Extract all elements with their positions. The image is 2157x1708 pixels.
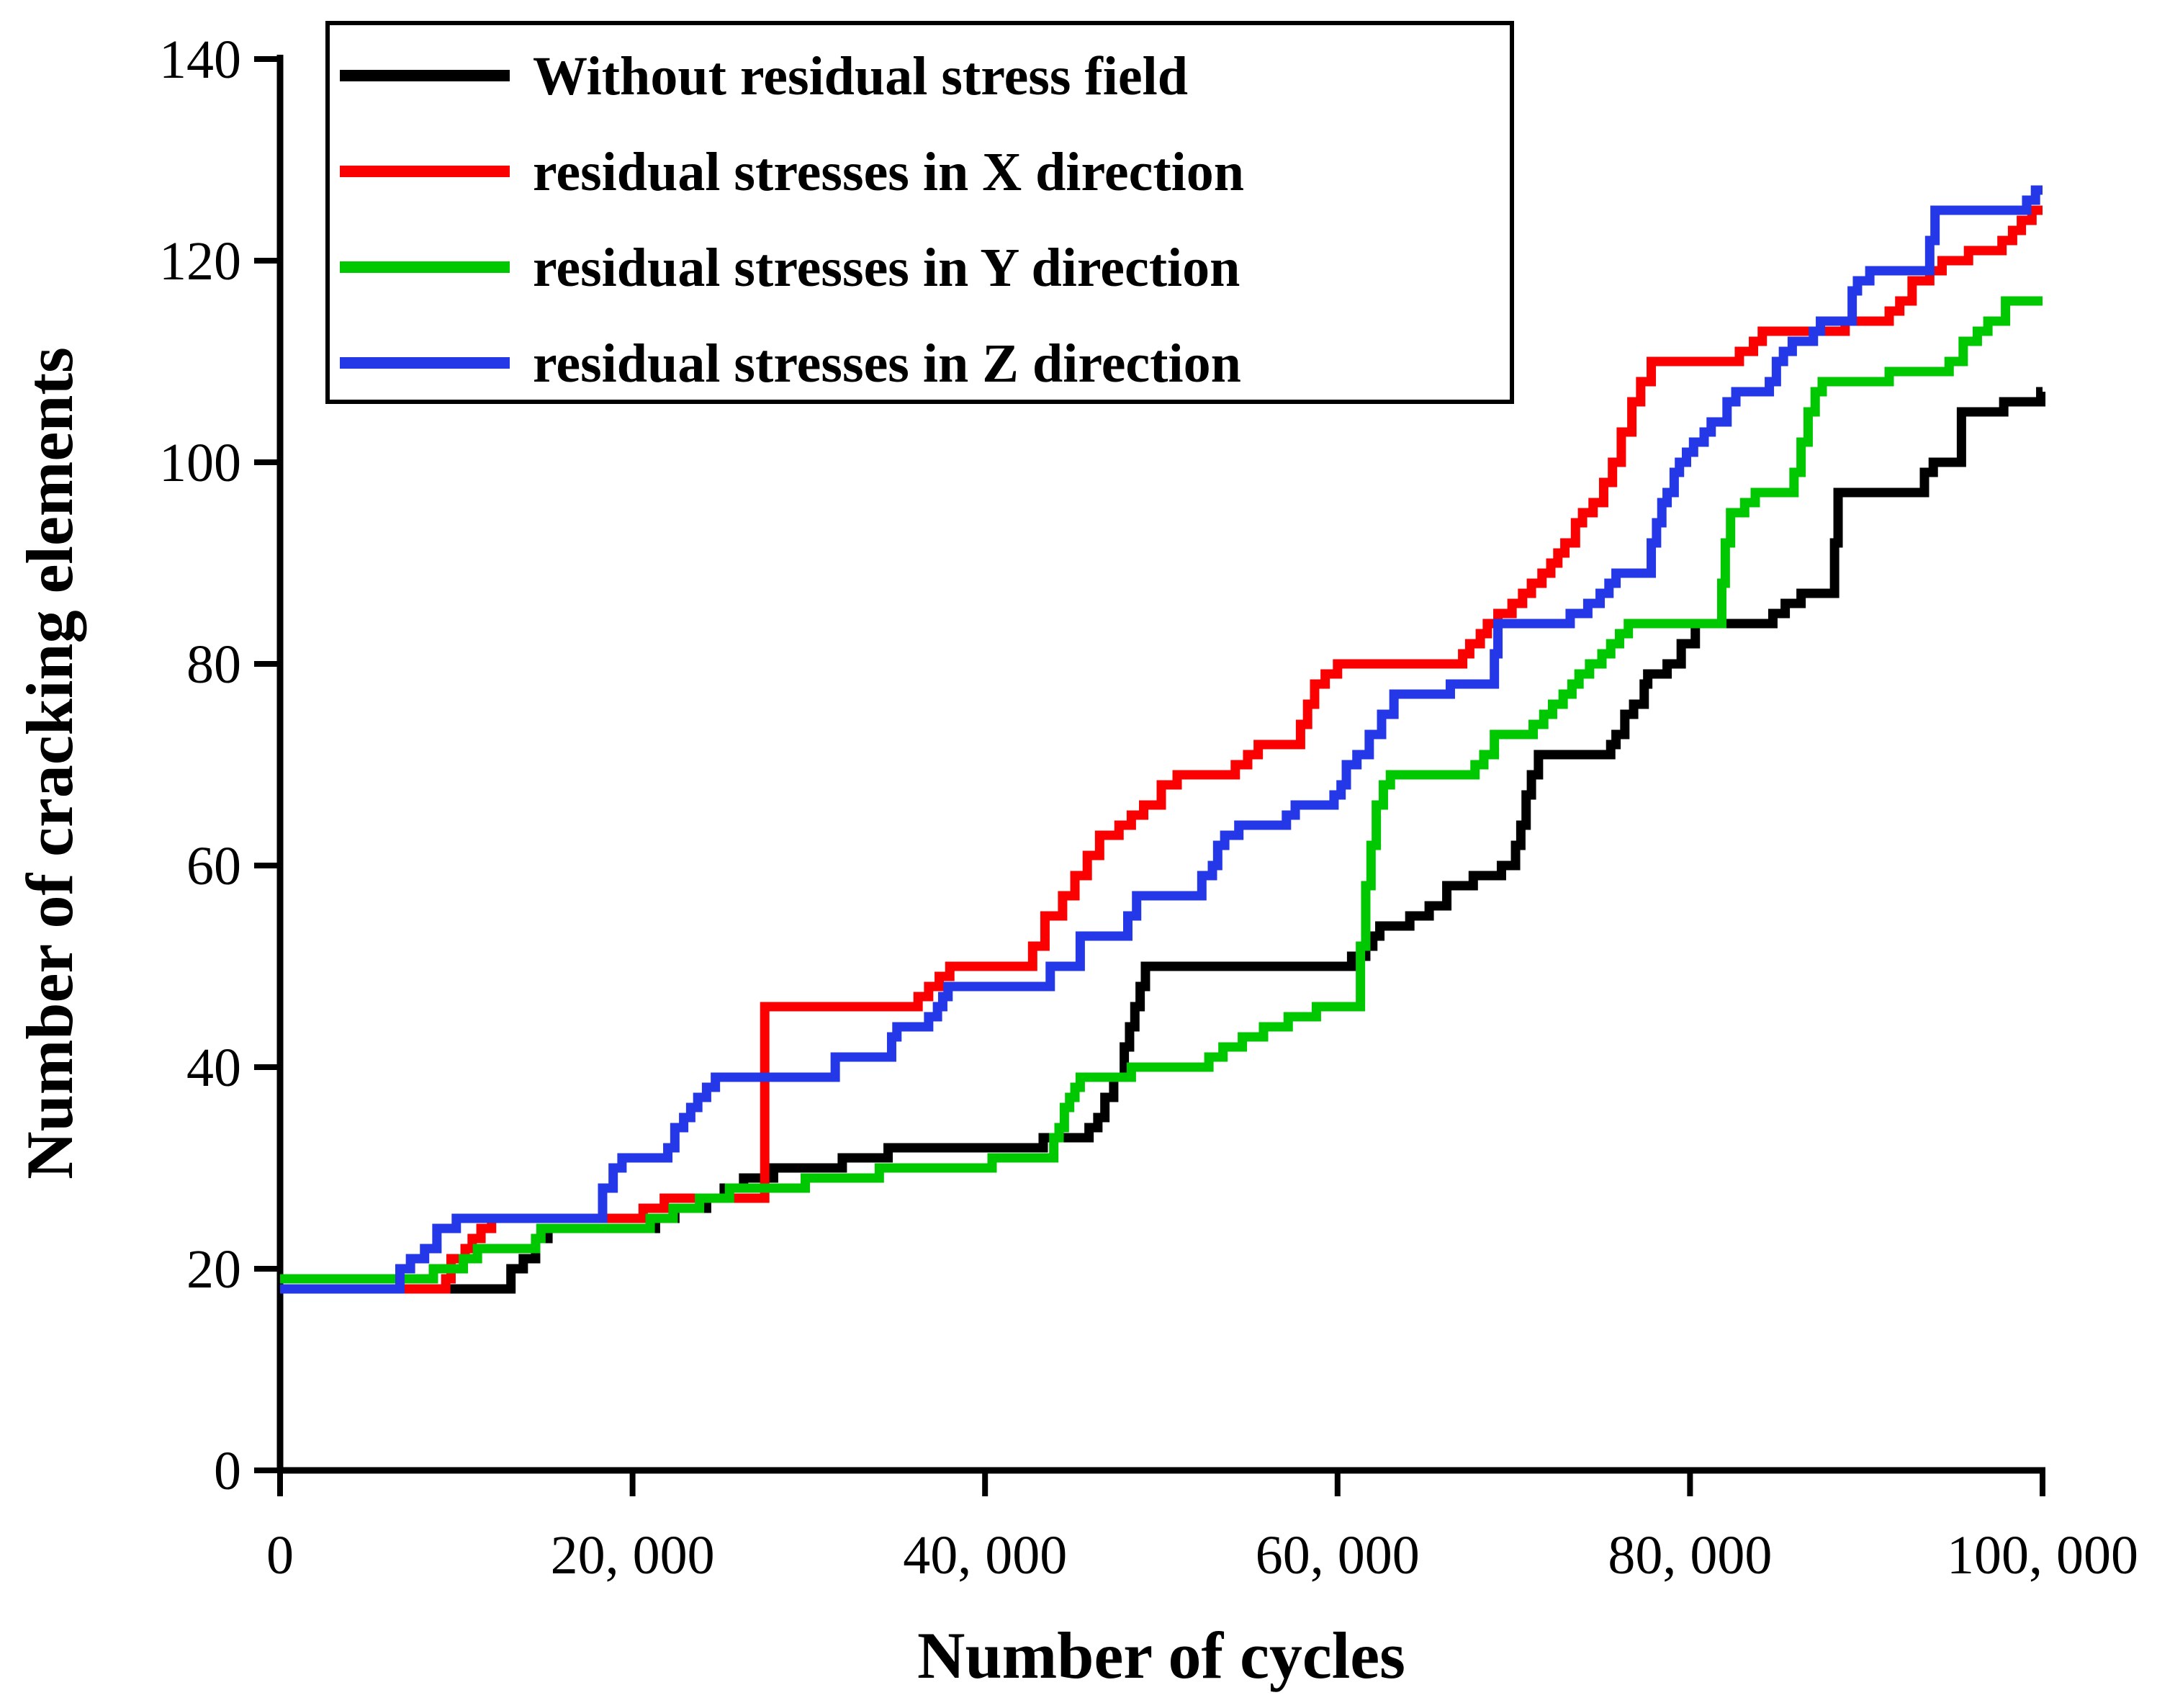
series-line-residual-stresses-in-z-direction bbox=[280, 185, 2043, 1294]
axes-layer: 0 20 40 60 80 100 120 140 0 20, 000 40, 000 60, 000… bbox=[159, 30, 2138, 1586]
y-tick-label: 100 bbox=[159, 433, 241, 493]
y-tick-label: 20 bbox=[186, 1239, 241, 1300]
y-tick-label: 0 bbox=[214, 1441, 241, 1501]
series-line-residual-stresses-in-y-direction bbox=[280, 296, 2043, 1284]
series-line-residual-stresses-in-x-direction bbox=[280, 205, 2043, 1294]
legend-label: residual stresses in Z direction bbox=[533, 333, 1241, 394]
series-layer bbox=[280, 185, 2046, 1294]
legend: Without residual stress field residual s… bbox=[325, 21, 1514, 404]
legend-box bbox=[325, 21, 1514, 404]
x-axis-title: Number of cycles bbox=[917, 1619, 1405, 1692]
x-tick-label: 40, 000 bbox=[903, 1525, 1067, 1586]
x-tick-label: 80, 000 bbox=[1608, 1525, 1772, 1586]
legend-item-x-direction: residual stresses in X direction bbox=[340, 142, 1244, 202]
y-tick-label: 40 bbox=[186, 1038, 241, 1098]
legend-label: residual stresses in Y direction bbox=[533, 238, 1240, 298]
y-tick-label: 80 bbox=[186, 634, 241, 695]
legend-item-y-direction: residual stresses in Y direction bbox=[340, 238, 1240, 298]
y-tick-label: 140 bbox=[159, 30, 241, 90]
legend-item-without-residual: Without residual stress field bbox=[340, 46, 1188, 107]
y-tick-label: 60 bbox=[186, 836, 241, 896]
x-tick-label: 100, 000 bbox=[1947, 1525, 2138, 1586]
x-tick-label: 20, 000 bbox=[551, 1525, 715, 1586]
series-line-without-residual-stress-field bbox=[280, 387, 2046, 1294]
x-tick-label: 0 bbox=[266, 1525, 294, 1586]
y-tick-label: 120 bbox=[159, 231, 241, 292]
legend-label: residual stresses in X direction bbox=[533, 142, 1244, 202]
y-axis-title: Number of cracking elements bbox=[13, 347, 86, 1179]
legend-item-z-direction: residual stresses in Z direction bbox=[340, 333, 1241, 394]
legend-label: Without residual stress field bbox=[533, 46, 1188, 107]
x-tick-label: 60, 000 bbox=[1256, 1525, 1420, 1586]
